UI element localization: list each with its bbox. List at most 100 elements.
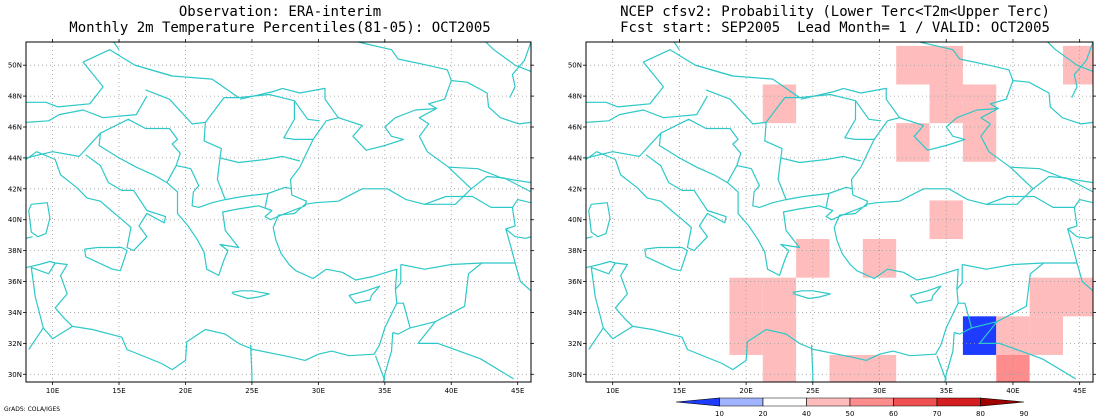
coastline — [392, 302, 411, 335]
lat-tick-label: 42N — [568, 185, 582, 193]
coastline — [777, 157, 787, 200]
probability-cell — [996, 354, 1030, 382]
coastline — [374, 355, 386, 381]
left-title-line2: Monthly 2m Temperature Percentiles(81-05… — [69, 20, 491, 36]
probability-cell — [1029, 277, 1063, 317]
lat-tick-label: 34N — [8, 309, 22, 317]
coastline — [956, 264, 963, 290]
left-map-panel: 10E 15E 20E 25E 30E 35E 40E 45E 30N 32N 34N 36N 38N 4… — [8, 39, 534, 395]
coastline — [944, 332, 955, 382]
coastline — [356, 42, 452, 110]
right-title-line2: Fcst start: SEP2005 Lead Month= 1 / VALI… — [620, 20, 1050, 36]
coastline — [451, 80, 531, 125]
lat-tick-label: 50N — [8, 62, 22, 70]
coastline — [26, 95, 148, 123]
probability-cell — [896, 45, 930, 85]
coastline — [1010, 166, 1093, 184]
colorbar-label: 50 — [846, 410, 855, 418]
coastline — [176, 165, 292, 208]
right-map-frame — [585, 41, 1094, 383]
left-map-title: Observation: ERA-interim Monthly 2m Temp… — [0, 4, 560, 36]
coastline — [448, 166, 531, 184]
coastline — [26, 151, 167, 252]
coastline — [1067, 228, 1078, 264]
colorbar-label: 60 — [889, 410, 898, 418]
coastline — [509, 42, 531, 98]
probability-cell — [1062, 277, 1093, 317]
coastline — [417, 321, 515, 380]
coastline — [660, 118, 742, 183]
colorbar-label: 70 — [933, 410, 942, 418]
colorbar-swatch — [675, 397, 720, 407]
lat-tick-label: 38N — [8, 247, 22, 255]
lon-tick-label: 10E — [606, 387, 619, 395]
lon-tick-label: 45E — [1073, 387, 1086, 395]
coastline — [26, 49, 173, 108]
coastline — [1071, 42, 1093, 98]
coastline — [792, 290, 831, 300]
coastline — [586, 236, 593, 239]
coastline — [293, 100, 320, 122]
coastline — [26, 236, 33, 239]
probability-cell — [962, 316, 997, 355]
coastline — [954, 302, 973, 335]
left-map-frame — [25, 41, 532, 383]
lat-tick-label: 50N — [568, 62, 582, 70]
lat-tick-label: 36N — [568, 278, 582, 286]
coastline — [470, 175, 531, 193]
coastline — [250, 344, 253, 382]
lon-tick-label: 35E — [940, 387, 953, 395]
colorbar-swatch — [980, 397, 1025, 407]
coastline — [216, 157, 226, 200]
colorbar-label: 20 — [759, 410, 768, 418]
probability-cell — [962, 123, 997, 162]
lat-tick-label: 40N — [568, 216, 582, 224]
colorbar-swatch — [849, 397, 894, 407]
lat-tick-label: 42N — [8, 185, 22, 193]
coastline — [1012, 80, 1093, 125]
coastline — [113, 42, 120, 51]
coastline — [644, 246, 688, 272]
coastline — [239, 90, 274, 100]
coastline — [231, 290, 270, 300]
coastline — [586, 107, 1034, 371]
colorbar-swatch — [719, 397, 764, 407]
probability-cell — [1029, 316, 1063, 355]
coastline — [505, 228, 516, 264]
probability-cell — [762, 277, 797, 317]
lat-tick-label: 48N — [568, 93, 582, 101]
coastline — [736, 165, 853, 208]
probability-cell — [896, 123, 930, 162]
coastline — [273, 87, 339, 119]
lon-tick-label: 40E — [445, 387, 458, 395]
lat-tick-label: 30N — [8, 371, 22, 379]
coastline — [588, 202, 611, 238]
coastline — [834, 87, 900, 119]
lat-tick-label: 32N — [8, 340, 22, 348]
lat-tick-label: 46N — [8, 124, 22, 132]
coastline — [424, 195, 531, 208]
coastline — [134, 64, 314, 140]
coastline — [28, 327, 44, 350]
coastline — [855, 100, 881, 122]
coastline — [145, 89, 239, 125]
coastline — [673, 42, 680, 51]
colorbar-label: 90 — [1020, 410, 1029, 418]
coastline — [26, 107, 472, 371]
right-map-content — [586, 42, 1093, 382]
lat-tick-label: 44N — [568, 154, 582, 162]
colorbar-label: 10 — [715, 410, 724, 418]
lon-tick-label: 30E — [312, 387, 325, 395]
lat-tick-label: 36N — [8, 278, 22, 286]
lon-tick-label: 10E — [46, 387, 59, 395]
coastline — [586, 49, 733, 108]
credit-label: GrADS: COLA/IGES — [4, 406, 61, 413]
right-title-line1: NCEP cfsv2: Probability (Lower Terc<T2m<… — [620, 4, 1050, 20]
lon-tick-label: 15E — [673, 387, 686, 395]
coastline — [382, 332, 394, 382]
coastline — [918, 42, 1014, 110]
coastline — [30, 262, 73, 340]
coastline — [409, 262, 483, 329]
coastline — [800, 90, 835, 100]
